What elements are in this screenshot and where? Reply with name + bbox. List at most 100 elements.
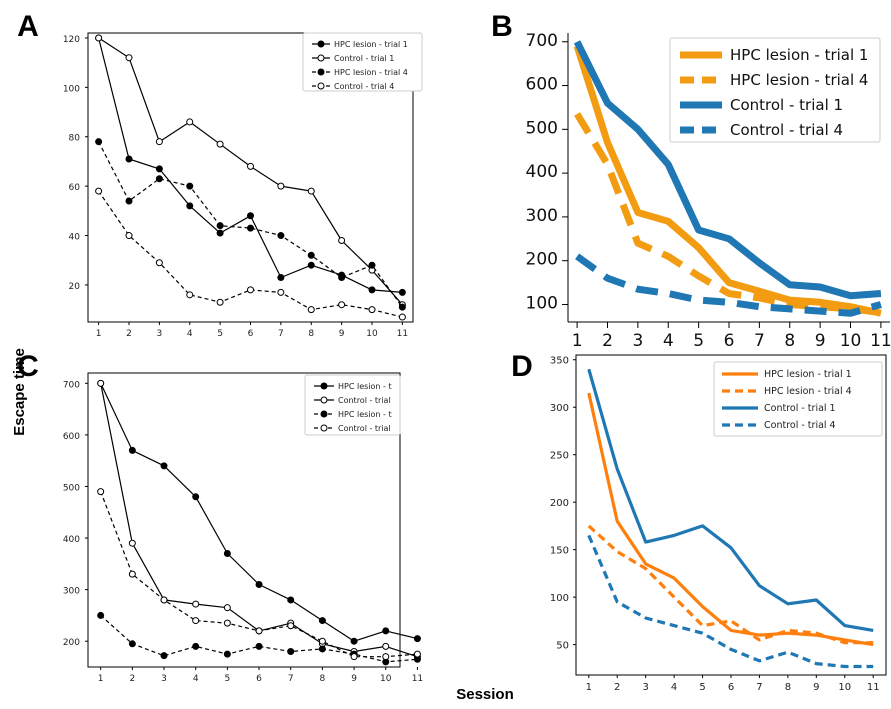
series-line-2 [574, 112, 882, 316]
data-point [223, 550, 231, 558]
y-tick-label: 400 [63, 535, 80, 545]
legend-label: HPC lesion - trial 1 [764, 369, 852, 380]
data-point [382, 627, 390, 635]
data-point [398, 303, 406, 311]
x-tick-label: 1 [98, 674, 104, 684]
legend-marker [317, 82, 325, 90]
data-point [247, 286, 254, 294]
x-tick-label: 2 [126, 329, 132, 339]
panel-letter: C [17, 350, 39, 383]
data-point [216, 140, 224, 148]
x-tick-label: 10 [840, 331, 862, 351]
y-tick-label: 600 [526, 75, 558, 95]
y-tick-label: 120 [63, 35, 80, 45]
data-point [186, 291, 194, 299]
data-point [318, 645, 326, 653]
y-tick-label: 200 [550, 498, 569, 509]
x-tick-label: 6 [248, 329, 254, 339]
data-point [287, 648, 295, 656]
data-point [307, 187, 315, 195]
data-point [247, 212, 254, 220]
data-point [318, 617, 326, 625]
data-point [277, 288, 285, 296]
legend-label: HPC lesion - trial 4 [764, 386, 852, 397]
data-point [398, 288, 406, 296]
x-tick-label: 7 [754, 331, 765, 351]
data-point [155, 138, 163, 146]
x-tick-label: 4 [187, 329, 193, 339]
legend-label: HPC lesion - trial 1 [334, 40, 408, 49]
y-tick-label: 150 [550, 546, 569, 557]
x-tick-label: 2 [602, 331, 613, 351]
data-point [192, 493, 200, 501]
data-point [155, 175, 163, 183]
data-point [368, 306, 376, 314]
data-point [338, 301, 346, 309]
data-point [155, 259, 163, 267]
data-point [255, 580, 263, 588]
chart-panel-d: D 50 100 150 200 250 300 350 1 2 3 4 5 6 7 8 9 10 11 HPC le… [511, 350, 887, 693]
legend-marker [317, 68, 325, 76]
x-tick-label: 10 [380, 674, 392, 684]
data-point [192, 642, 200, 650]
data-point [192, 617, 200, 625]
legend-marker [317, 40, 325, 48]
y-tick-label: 20 [69, 282, 81, 292]
legend-label: Control - trial 1 [334, 54, 394, 63]
x-tick-label: 3 [642, 682, 648, 693]
x-tick-label: 9 [815, 331, 826, 351]
data-point [382, 642, 390, 650]
series-line-3 [573, 40, 882, 300]
series-line-3 [98, 141, 403, 308]
data-point [223, 650, 231, 658]
data-point [350, 637, 358, 645]
legend-label: Control - trial [338, 424, 391, 433]
x-tick-label: 9 [339, 329, 345, 339]
data-point [368, 286, 376, 294]
legend-box [304, 374, 401, 436]
x-tick-label: 2 [614, 682, 620, 693]
data-point [247, 224, 254, 232]
data-point [155, 165, 163, 173]
x-tick-label: 8 [320, 674, 326, 684]
data-point [160, 596, 168, 604]
y-tick-label: 500 [526, 118, 558, 138]
x-tick-label: 5 [693, 331, 704, 351]
x-tick-label: 11 [412, 674, 423, 684]
x-tick-label: 3 [632, 331, 643, 351]
legend-label: HPC lesion - trial 4 [334, 68, 408, 77]
x-tick-label: 9 [813, 682, 819, 693]
legend-label: HPC lesion - t [338, 382, 392, 391]
data-point [368, 261, 376, 269]
data-point [95, 138, 103, 146]
legend-label: HPC lesion - trial 1 [730, 46, 868, 64]
chart-panel-b: B 100 200 300 400 500 600 700 1 2 3 4 5 6 7 8 9 10 11 HPC l… [491, 10, 891, 351]
y-tick-label: 200 [63, 638, 80, 648]
y-tick-label: 250 [550, 451, 569, 462]
data-point [97, 488, 105, 496]
data-point [255, 642, 263, 650]
series-line-1 [573, 45, 882, 317]
data-point [128, 640, 136, 648]
data-point [338, 236, 346, 244]
x-tick-label: 11 [867, 682, 880, 693]
legend-box [713, 361, 883, 437]
data-point [216, 222, 224, 230]
x-tick-label: 5 [225, 674, 231, 684]
y-tick-label: 350 [550, 356, 569, 367]
data-point [128, 539, 136, 547]
x-tick-label: 11 [870, 331, 891, 351]
legend-label: Control - trial 4 [334, 82, 394, 91]
y-tick-label: 100 [550, 593, 569, 604]
y-tick-label: 50 [556, 641, 569, 652]
legend-label: Control - trial 4 [730, 121, 843, 139]
x-tick-label: 6 [724, 331, 735, 351]
x-tick-label: 2 [129, 674, 135, 684]
x-tick-label: 6 [728, 682, 734, 693]
legend-marker [320, 396, 328, 404]
data-point [128, 570, 136, 578]
data-point [128, 446, 136, 454]
x-tick-label: 7 [756, 682, 762, 693]
data-point [287, 622, 295, 630]
